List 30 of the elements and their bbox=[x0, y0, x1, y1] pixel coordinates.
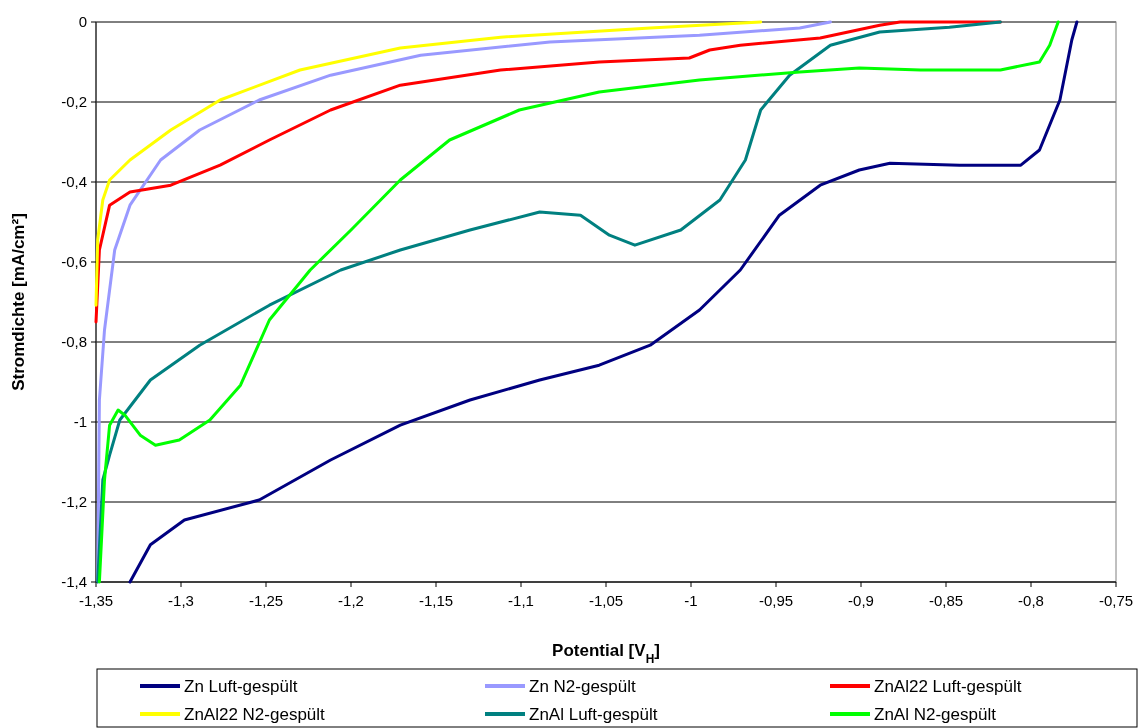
x-tick-label: -1,1 bbox=[508, 592, 534, 609]
x-tick-label: -0,8 bbox=[1018, 592, 1044, 609]
y-tick-label: 0 bbox=[78, 13, 87, 30]
y-tick-label: -1,2 bbox=[61, 493, 87, 510]
y-tick-label: -0,6 bbox=[61, 253, 87, 270]
x-tick-label: -0,85 bbox=[928, 592, 964, 609]
y-tick-label: -0,8 bbox=[61, 333, 87, 350]
x-tick-label: -1,35 bbox=[78, 592, 114, 609]
legend-label: Zn Luft-gespült bbox=[184, 677, 298, 696]
legend-label: ZnAl Luft-gespült bbox=[529, 705, 658, 724]
legend-label: ZnAl22 Luft-gespült bbox=[874, 677, 1022, 696]
x-tick-label: -1,3 bbox=[168, 592, 194, 609]
x-tick-label: -1,2 bbox=[338, 592, 364, 609]
y-tick-label: -0,2 bbox=[61, 93, 87, 110]
legend-label: Zn N2-gespült bbox=[529, 677, 637, 696]
legend-label: ZnAl N2-gespült bbox=[874, 705, 997, 724]
x-tick-label: -0,75 bbox=[1098, 592, 1134, 609]
y-tick-label: -1 bbox=[73, 413, 87, 430]
x-tick-label: -1,15 bbox=[418, 592, 454, 609]
x-tick-label: -0,9 bbox=[848, 592, 874, 609]
y-axis-title: Stromdichte [mA/cm²] bbox=[9, 213, 28, 391]
x-axis-title: Potential [V$_{H}$] bbox=[552, 641, 660, 666]
x-tick-label: -1 bbox=[684, 592, 698, 609]
x-tick-label: -1,25 bbox=[248, 592, 284, 609]
legend-label: ZnAl22 N2-gespült bbox=[184, 705, 326, 724]
line-series bbox=[94, 20, 763, 307]
x-tick-label: -1,05 bbox=[588, 592, 624, 609]
y-tick-label: -0,4 bbox=[61, 173, 87, 190]
y-tick-label: -1,4 bbox=[61, 573, 87, 590]
x-tick-label: -0,95 bbox=[758, 592, 794, 609]
